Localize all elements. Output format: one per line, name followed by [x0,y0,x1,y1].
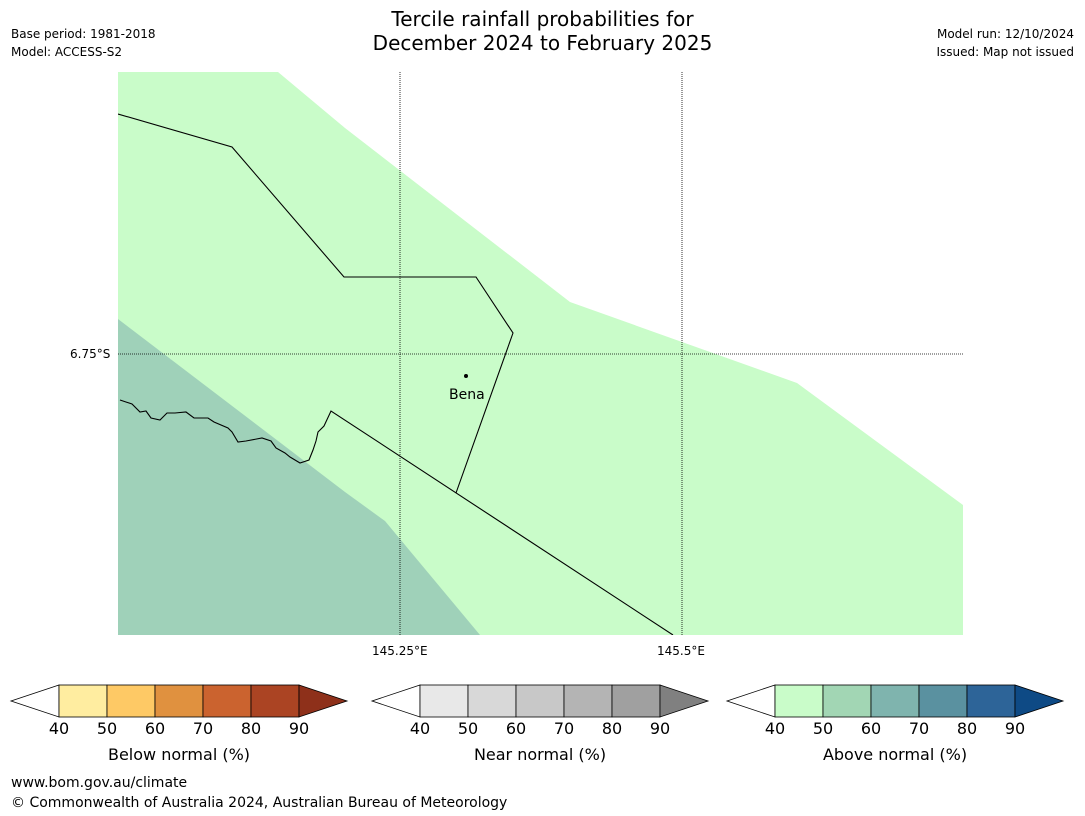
below-normal-over-triangle [298,684,349,718]
below-normal-colorbar [9,684,349,718]
meta-left: Base period: 1981-2018 Model: ACCESS-S2 [11,25,156,61]
above-normal-segment-80 [966,684,1016,718]
above-normal-50-60-region [118,319,480,635]
near-normal-segment-80 [611,684,661,718]
above-normal-tick-80: 80 [956,719,978,738]
near-normal-under-triangle [370,684,421,718]
near-normal-tick-70: 70 [553,719,575,738]
below-normal-segment-80 [250,684,300,718]
near-normal-tick-50: 50 [457,719,479,738]
title-line-1: Tercile rainfall probabilities for [391,7,694,31]
place-label-bena: Bena [449,387,485,403]
above-normal-under-triangle [725,684,776,718]
above-normal-segment-70 [918,684,968,718]
near-normal-segment-60 [515,684,565,718]
probability-fields [118,72,963,635]
near-normal-tick-90: 90 [649,719,671,738]
above-normal-segment-50 [822,684,872,718]
above-normal-tick-90: 90 [1004,719,1026,738]
issued-text: Issued: Map not issued [936,45,1074,59]
near-normal-tick-80: 80 [601,719,623,738]
near-normal-tick-40: 40 [409,719,431,738]
above-normal-segment-40 [774,684,824,718]
base-period-text: Base period: 1981-2018 [11,27,156,41]
above-normal-segment-60 [870,684,920,718]
meta-right: Model run: 12/10/2024 Issued: Map not is… [936,25,1074,61]
below-normal-segment-40 [58,684,108,718]
below-normal-tick-50: 50 [96,719,118,738]
province-boundaries [118,113,674,635]
below-normal-label: Below normal (%) [107,745,251,764]
above-normal-tick-50: 50 [812,719,834,738]
below-normal-tick-40: 40 [48,719,70,738]
near-normal-segment-70 [563,684,613,718]
boundary-south [119,399,674,635]
above-normal-colorbar [725,684,1065,718]
below-normal-tick-60: 60 [144,719,166,738]
below-normal-segment-50 [106,684,156,718]
near-normal-over-triangle [659,684,710,718]
above-normal-tick-60: 60 [860,719,882,738]
above-normal-tick-40: 40 [764,719,786,738]
copyright-text: © Commonwealth of Australia 2024, Austra… [11,795,508,811]
below-normal-segment-70 [202,684,252,718]
bena-marker [464,374,468,378]
below-normal-under-triangle [9,684,60,718]
map-title: Tercile rainfall probabilities for Decem… [0,7,1085,55]
above-normal-over-triangle [1014,684,1065,718]
below-normal-tick-90: 90 [288,719,310,738]
above-normal-label: Above normal (%) [822,745,968,764]
below-normal-tick-70: 70 [192,719,214,738]
boundary-north [118,113,514,494]
above-normal-tick-70: 70 [908,719,930,738]
model-run-text: Model run: 12/10/2024 [936,27,1074,41]
title-line-2: December 2024 to February 2025 [372,31,713,55]
below-normal-segment-60 [154,684,204,718]
model-text: Model: ACCESS-S2 [11,45,123,59]
lon-label-145-5: 145.5°E [657,644,705,658]
lon-label-145-25: 145.25°E [372,644,428,658]
below-normal-tick-80: 80 [240,719,262,738]
near-normal-label: Near normal (%) [473,745,607,764]
lat-label-6-75: 6.75°S [70,347,111,361]
near-normal-colorbar [370,684,710,718]
website-text: www.bom.gov.au/climate [11,775,188,791]
near-normal-segment-50 [467,684,517,718]
near-normal-tick-60: 60 [505,719,527,738]
near-normal-segment-40 [419,684,469,718]
